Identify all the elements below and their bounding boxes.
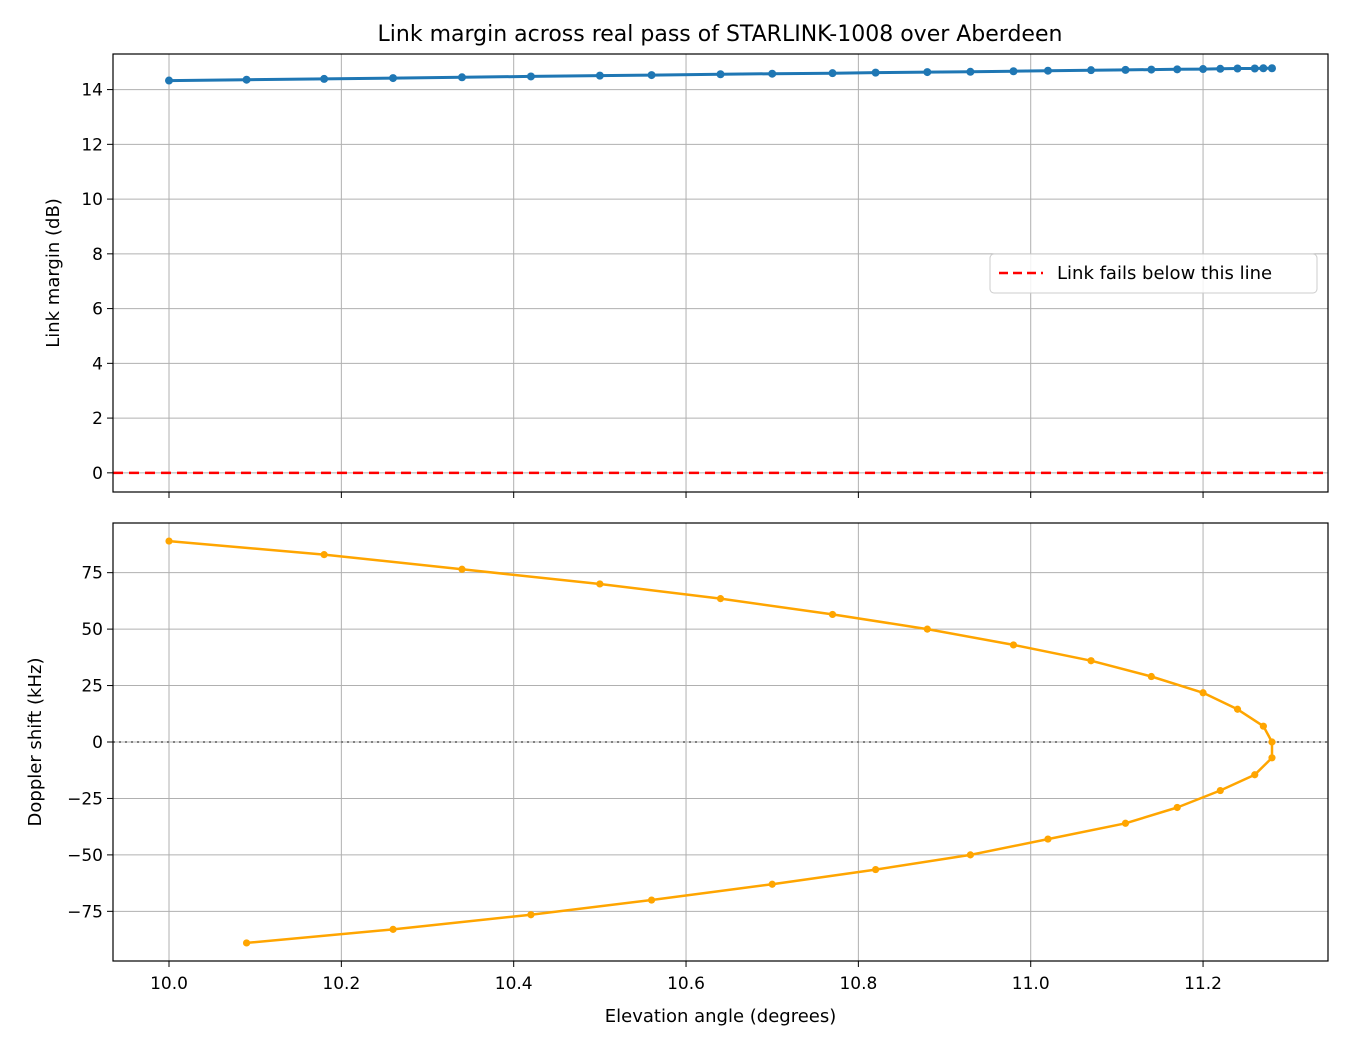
y-tick-label: 0 [92, 733, 103, 753]
doppler-y-axis-label: Doppler shift (kHz) [25, 658, 46, 827]
doppler-shift-panel: 10.0 10.2 10.4 10.6 10.8 11.0 11.2 −75 −50 −25 0 25… [25, 522, 1329, 1027]
link-margin-ticks: 0 2 4 6 8 10 12 14 [81, 81, 1204, 498]
y-tick-label: −25 [67, 789, 103, 809]
data-point [1199, 65, 1208, 74]
data-point [595, 71, 604, 80]
data-point [716, 595, 725, 603]
x-tick-label: 11.2 [1184, 974, 1222, 994]
data-point [1087, 66, 1096, 75]
data-point [1009, 67, 1018, 76]
data-point [1250, 64, 1259, 73]
data-point [923, 625, 931, 633]
data-point [1268, 738, 1276, 746]
y-tick-label: 25 [81, 677, 103, 697]
x-tick-label: 10.0 [150, 974, 188, 994]
data-point [872, 865, 880, 874]
x-tick-label: 10.2 [322, 974, 360, 994]
data-point [966, 851, 974, 859]
data-point [1216, 786, 1224, 795]
data-point [966, 67, 975, 76]
data-point [320, 74, 329, 83]
y-tick-label: 8 [92, 245, 103, 265]
data-point [1267, 64, 1276, 73]
data-point [1259, 722, 1267, 730]
data-point [1147, 65, 1156, 74]
data-point [1233, 705, 1242, 713]
legend-entry-link-fails: Link fails below this line [1057, 263, 1272, 284]
y-tick-label: 50 [81, 620, 103, 640]
y-tick-label: 6 [92, 300, 103, 320]
data-point [1268, 754, 1276, 762]
data-point [457, 73, 466, 82]
data-point [716, 70, 725, 79]
data-point [1121, 65, 1130, 74]
data-point [1043, 66, 1052, 75]
data-point [1147, 672, 1155, 681]
data-point [389, 74, 398, 83]
data-point [1259, 64, 1268, 73]
data-point [596, 580, 604, 588]
link-margin-grid [113, 54, 1328, 492]
data-point [1044, 835, 1052, 843]
data-point [828, 610, 837, 619]
data-point [1121, 819, 1130, 827]
y-tick-label: −50 [67, 846, 103, 866]
x-tick-label: 10.6 [667, 974, 705, 994]
legend: Link fails below this line [989, 253, 1318, 294]
data-point [165, 537, 173, 545]
data-point [242, 75, 251, 84]
x-tick-label: 11.0 [1012, 974, 1050, 994]
data-point [768, 69, 777, 78]
legend-box [989, 253, 1318, 294]
y-tick-label: 10 [81, 190, 103, 210]
data-point [828, 69, 837, 78]
data-point [647, 896, 656, 904]
doppler-series [165, 537, 1276, 947]
data-point [389, 925, 397, 933]
data-point [1173, 803, 1181, 812]
data-point [320, 551, 328, 559]
x-tick-label: 10.8 [839, 974, 877, 994]
doppler-ticks: 10.0 10.2 10.4 10.6 10.8 11.0 11.2 −75 −50 −25 0 25… [67, 564, 1222, 994]
y-tick-label: 4 [92, 354, 103, 374]
link-margin-panel: 0 2 4 6 8 10 12 14 Link margin (dB) Link fails … [43, 53, 1329, 498]
data-point [1251, 771, 1259, 779]
x-axis-label: Elevation angle (degrees) [605, 1006, 837, 1027]
link-margin-y-axis-label: Link margin (dB) [43, 198, 64, 348]
data-point [871, 68, 880, 77]
x-tick-label: 10.4 [495, 974, 533, 994]
data-point [768, 880, 776, 888]
data-point [1199, 689, 1207, 697]
data-point [923, 68, 932, 77]
y-tick-label: −75 [67, 902, 103, 922]
data-point [165, 76, 174, 85]
link-margin-series [165, 64, 1276, 85]
data-point [1009, 641, 1018, 649]
y-tick-label: 14 [81, 81, 103, 101]
data-point [526, 72, 535, 81]
data-point [647, 71, 656, 80]
y-tick-label: 12 [81, 135, 103, 155]
data-point [1233, 64, 1242, 73]
data-point [458, 565, 466, 573]
data-point [1087, 657, 1095, 665]
link-margin-axes-frame [112, 53, 1329, 493]
data-point [242, 939, 251, 947]
y-tick-label: 0 [92, 464, 103, 484]
data-point [1216, 64, 1225, 73]
y-tick-label: 75 [81, 564, 103, 584]
chart-title: Link margin across real pass of STARLINK… [378, 22, 1063, 47]
data-point [1173, 65, 1182, 74]
y-tick-label: 2 [92, 409, 103, 429]
data-point [527, 911, 535, 919]
